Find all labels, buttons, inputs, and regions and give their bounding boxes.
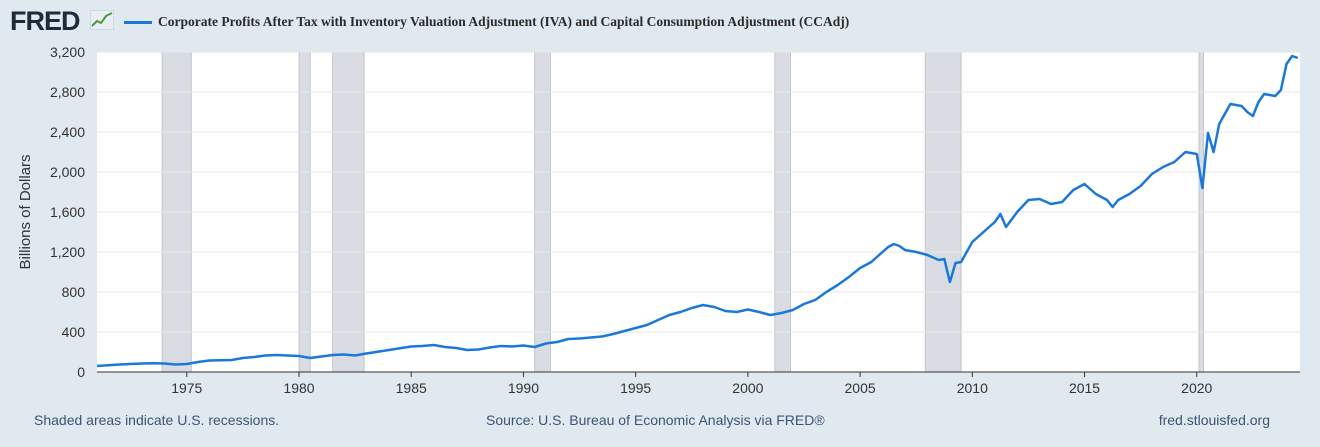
y-axis-title: Billions of Dollars bbox=[17, 154, 34, 269]
x-tick-label: 2020 bbox=[1181, 380, 1212, 396]
recession-note: Shaded areas indicate U.S. recessions. bbox=[34, 412, 280, 428]
y-tick-label: 1,600 bbox=[50, 204, 85, 220]
y-tick-label: 400 bbox=[62, 324, 86, 340]
x-tick-label: 1995 bbox=[620, 380, 651, 396]
y-tick-label: 2,000 bbox=[50, 164, 85, 180]
legend-swatch bbox=[124, 20, 152, 24]
series-line[interactable] bbox=[96, 54, 1299, 368]
series-title[interactable]: Corporate Profits After Tax with Invento… bbox=[158, 14, 850, 29]
y-tick-label: 2,800 bbox=[50, 84, 85, 100]
x-tick-label: 2005 bbox=[845, 380, 876, 396]
y-tick-label: 3,200 bbox=[50, 44, 85, 60]
y-tick-label: 800 bbox=[62, 284, 86, 300]
x-tick-label: 2010 bbox=[957, 380, 988, 396]
source-note: Source: U.S. Bureau of Economic Analysis… bbox=[486, 412, 825, 428]
fred-logo[interactable]: FRED bbox=[10, 6, 80, 36]
y-tick-label: 1,200 bbox=[50, 244, 85, 260]
x-tick-label: 1985 bbox=[396, 380, 427, 396]
chart-footer: Shaded areas indicate U.S. recessions. S… bbox=[0, 410, 1320, 434]
x-tick-label: 2000 bbox=[732, 380, 763, 396]
x-tick-label: 1975 bbox=[171, 380, 202, 396]
line-graph-icon bbox=[90, 10, 114, 30]
x-tick-label: 1990 bbox=[508, 380, 539, 396]
chart-header: FRED Corporate Profits After Tax with In… bbox=[0, 0, 1320, 40]
series-legend: Corporate Profits After Tax with Invento… bbox=[124, 14, 849, 30]
x-tick-label: 2015 bbox=[1069, 380, 1100, 396]
site-link[interactable]: fred.stlouisfed.org bbox=[1158, 412, 1270, 428]
y-tick-label: 0 bbox=[77, 364, 85, 380]
y-tick-label: 2,400 bbox=[50, 124, 85, 140]
chart-svg: 0 400 800 1,200 1,600 2,000 2,400 2,800 3,200 19… bbox=[17, 44, 1300, 396]
x-tick-label: 1980 bbox=[283, 380, 314, 396]
